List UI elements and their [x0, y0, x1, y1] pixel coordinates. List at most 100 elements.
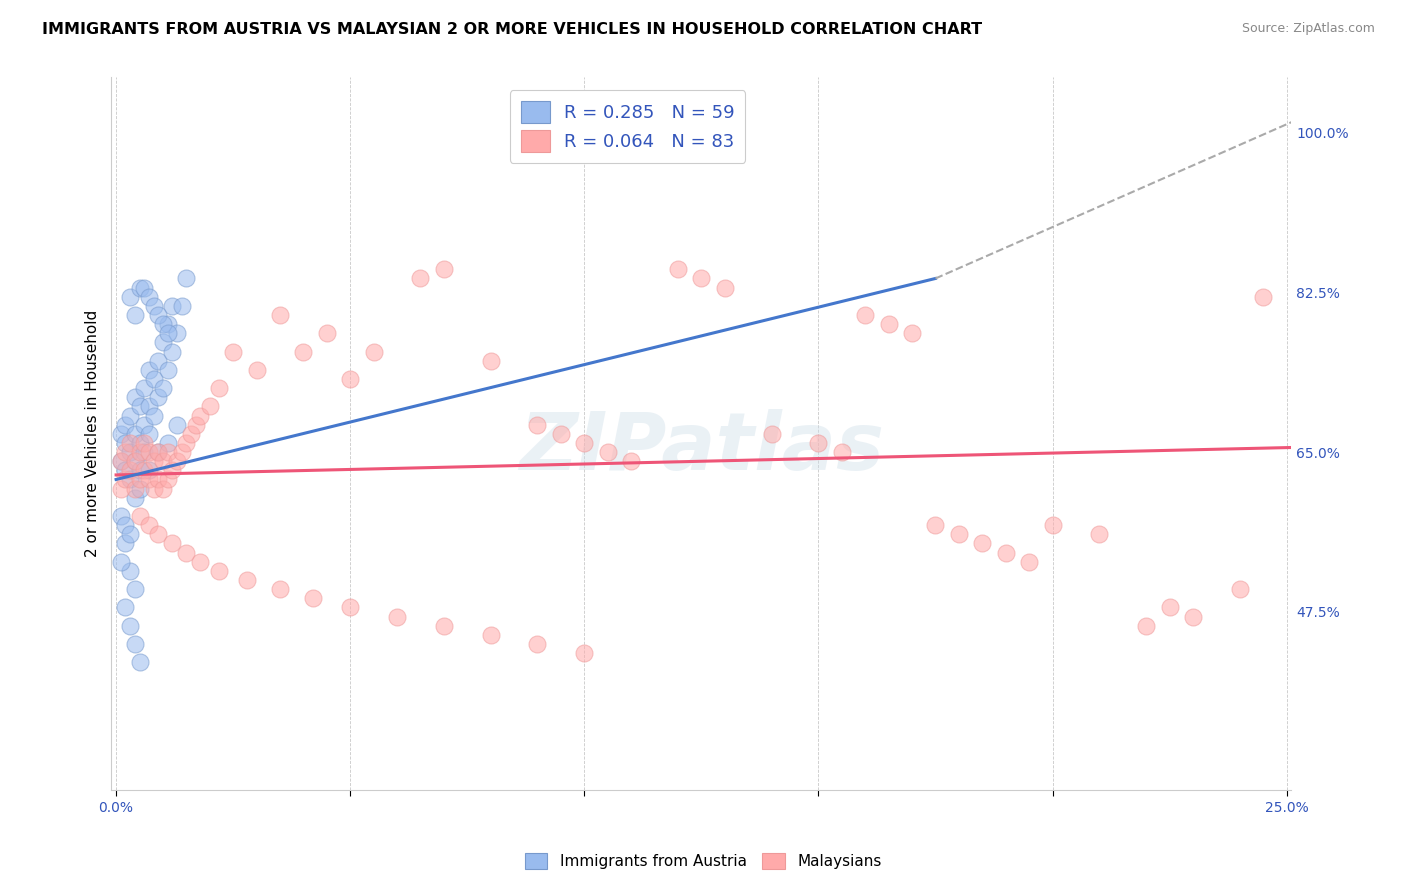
Point	[924, 518, 946, 533]
Point	[114, 463, 136, 477]
Y-axis label: 2 or more Vehicles in Household: 2 or more Vehicles in Household	[86, 310, 100, 558]
Point	[138, 445, 160, 459]
Point	[128, 655, 150, 669]
Point	[166, 417, 188, 432]
Point	[148, 527, 170, 541]
Point	[138, 518, 160, 533]
Point	[142, 372, 165, 386]
Point	[156, 326, 179, 341]
Point	[114, 445, 136, 459]
Point	[124, 637, 146, 651]
Point	[292, 344, 315, 359]
Point	[198, 400, 221, 414]
Point	[114, 473, 136, 487]
Point	[162, 344, 184, 359]
Point	[162, 536, 184, 550]
Point	[128, 280, 150, 294]
Point	[124, 482, 146, 496]
Point	[110, 555, 132, 569]
Point	[124, 491, 146, 505]
Point	[110, 454, 132, 468]
Point	[134, 381, 156, 395]
Point	[269, 582, 291, 596]
Point	[948, 527, 970, 541]
Point	[138, 363, 160, 377]
Text: ZIPatlas: ZIPatlas	[519, 409, 884, 487]
Point	[142, 454, 165, 468]
Point	[162, 299, 184, 313]
Point	[120, 527, 142, 541]
Point	[148, 473, 170, 487]
Point	[690, 271, 713, 285]
Point	[269, 308, 291, 322]
Point	[222, 344, 245, 359]
Text: Source: ZipAtlas.com: Source: ZipAtlas.com	[1241, 22, 1375, 36]
Point	[128, 482, 150, 496]
Point	[120, 409, 142, 423]
Point	[120, 445, 142, 459]
Point	[138, 290, 160, 304]
Point	[666, 262, 689, 277]
Point	[761, 426, 783, 441]
Point	[124, 454, 146, 468]
Point	[134, 463, 156, 477]
Point	[433, 618, 456, 632]
Point	[120, 436, 142, 450]
Point	[156, 445, 179, 459]
Point	[385, 609, 408, 624]
Point	[128, 400, 150, 414]
Point	[148, 445, 170, 459]
Point	[901, 326, 924, 341]
Point	[1251, 290, 1274, 304]
Point	[807, 436, 830, 450]
Point	[596, 445, 619, 459]
Point	[170, 299, 193, 313]
Point	[148, 445, 170, 459]
Point	[1042, 518, 1064, 533]
Point	[170, 445, 193, 459]
Point	[363, 344, 385, 359]
Point	[110, 482, 132, 496]
Point	[1182, 609, 1205, 624]
Point	[315, 326, 337, 341]
Point	[114, 417, 136, 432]
Point	[148, 353, 170, 368]
Point	[156, 436, 179, 450]
Point	[138, 463, 160, 477]
Point	[134, 280, 156, 294]
Point	[152, 317, 174, 331]
Point	[114, 436, 136, 450]
Point	[110, 454, 132, 468]
Point	[574, 646, 596, 660]
Point	[1229, 582, 1251, 596]
Point	[120, 564, 142, 578]
Point	[156, 317, 179, 331]
Point	[120, 618, 142, 632]
Point	[110, 509, 132, 524]
Point	[339, 372, 361, 386]
Point	[128, 436, 150, 450]
Point	[142, 299, 165, 313]
Point	[152, 482, 174, 496]
Point	[128, 473, 150, 487]
Point	[142, 482, 165, 496]
Point	[110, 426, 132, 441]
Point	[180, 426, 202, 441]
Point	[853, 308, 876, 322]
Point	[994, 545, 1017, 559]
Point	[176, 545, 198, 559]
Point	[190, 409, 212, 423]
Point	[124, 426, 146, 441]
Point	[166, 326, 188, 341]
Point	[550, 426, 572, 441]
Point	[1088, 527, 1111, 541]
Point	[713, 280, 735, 294]
Point	[831, 445, 853, 459]
Point	[134, 417, 156, 432]
Point	[245, 363, 267, 377]
Point	[409, 271, 432, 285]
Point	[479, 628, 502, 642]
Point	[877, 317, 900, 331]
Point	[134, 445, 156, 459]
Point	[574, 436, 596, 450]
